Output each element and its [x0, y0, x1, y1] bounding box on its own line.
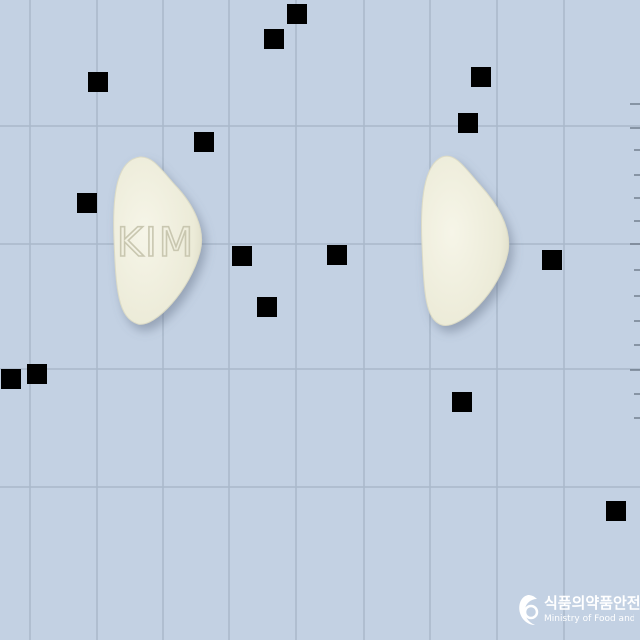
watermark-korean: 식품의약품안전처: [544, 594, 640, 612]
pill-right: [421, 155, 510, 326]
redaction-marker: [542, 250, 562, 270]
redaction-marker: [264, 29, 284, 49]
redaction-marker: [194, 132, 214, 152]
pill-imprint: KIM: [117, 220, 196, 266]
redaction-marker: [77, 193, 97, 213]
redaction-marker: [232, 246, 252, 266]
ruler-ticks: [630, 103, 640, 419]
redaction-marker: [327, 245, 347, 265]
mfds-watermark: 식품의약품안전처 Ministry of Food and Drug S: [516, 592, 640, 632]
redaction-marker: [471, 67, 491, 87]
redaction-marker: [27, 364, 47, 384]
redaction-marker: [452, 392, 472, 412]
redaction-marker: [88, 72, 108, 92]
pill-left: [113, 156, 202, 325]
watermark-english: Ministry of Food and Drug S: [544, 614, 634, 624]
redaction-marker: [606, 501, 626, 521]
redaction-marker: [257, 297, 277, 317]
redaction-marker: [1, 369, 21, 389]
redaction-marker: [458, 113, 478, 133]
mfds-logo-icon: [519, 595, 539, 625]
redaction-marker: [287, 4, 307, 24]
